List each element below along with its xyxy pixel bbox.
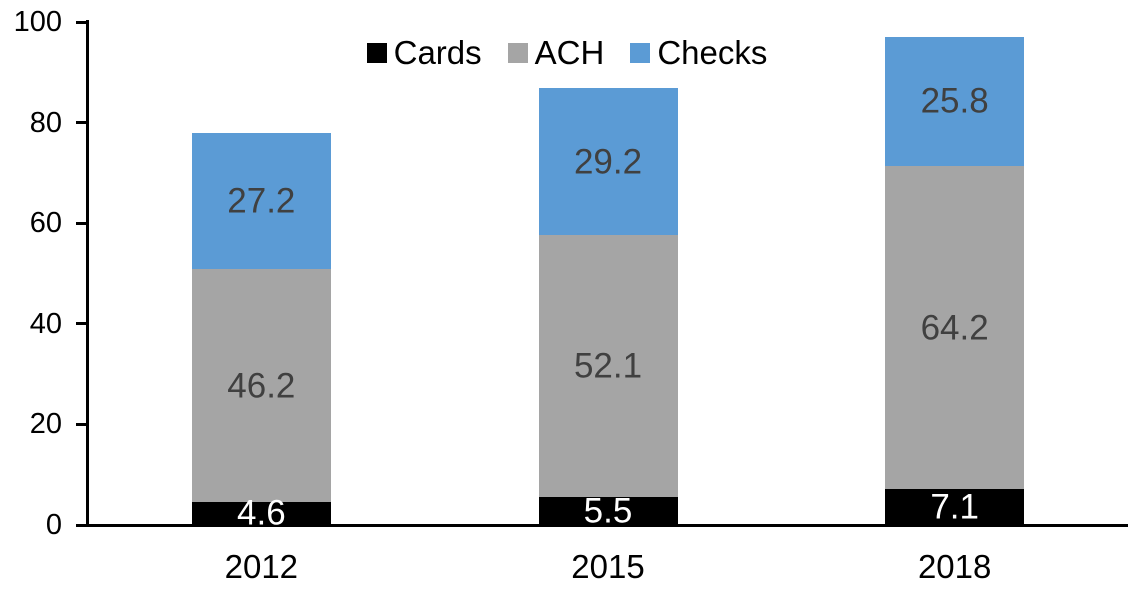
bar-segment-cards-2015: [538, 497, 678, 525]
chart-legend: Cards ACH Checks: [0, 36, 1134, 69]
bar-segment-checks-2018: [885, 36, 1025, 167]
y-tick-mark: [76, 221, 88, 225]
legend-item-cards: Cards: [366, 34, 482, 71]
legend-item-checks: Checks: [630, 36, 767, 69]
bar-value-label: 29.2: [573, 142, 643, 182]
y-tick-mark: [76, 121, 88, 125]
bar-value-label: 7.1: [930, 487, 979, 527]
bar-value-label: 27.2: [227, 181, 296, 221]
y-tick-label: 60: [29, 207, 62, 240]
legend-swatch-ach-icon: [507, 42, 528, 63]
legend-label-ach: ACH: [534, 34, 605, 71]
bar-value-label: 5.5: [583, 491, 633, 531]
bar-value-label: 25.8: [920, 81, 989, 121]
bar-segment-ach-2015: [538, 235, 678, 498]
bar-segment-ach-2012: [191, 269, 331, 502]
x-axis-line: [76, 524, 1128, 527]
bar-value-label: 64.2: [920, 308, 989, 348]
y-axis-line: [86, 20, 89, 527]
y-tick-mark: [76, 523, 88, 527]
bar-segment-checks-2015: [538, 88, 678, 236]
y-tick-label: 40: [29, 307, 62, 340]
x-category-label: 2012: [224, 548, 299, 585]
y-tick-label: 0: [45, 509, 62, 541]
x-category-label: 2015: [571, 548, 645, 585]
y-tick-label: 80: [29, 106, 62, 139]
bar-value-label: 46.2: [227, 366, 296, 406]
y-tick-mark: [76, 20, 88, 24]
legend-swatch-checks-icon: [630, 42, 651, 63]
legend-swatch-cards-icon: [366, 42, 387, 63]
y-tick-mark: [76, 422, 88, 426]
legend-label-checks: Checks: [657, 34, 768, 71]
bar-segment-cards-2018: [885, 489, 1025, 525]
bar-segment-ach-2018: [885, 166, 1025, 490]
bar-segment-checks-2012: [191, 132, 331, 270]
y-tick-mark: [76, 322, 88, 326]
legend-item-ach: ACH: [507, 34, 605, 71]
legend-label-cards: Cards: [393, 34, 482, 71]
y-tick-label: 100: [13, 6, 62, 38]
bar-value-label: 4.6: [237, 493, 286, 533]
y-tick-label: 20: [29, 408, 62, 441]
x-category-label: 2018: [917, 548, 992, 585]
bar-segment-cards-2012: [191, 501, 331, 525]
bar-value-label: 52.1: [573, 346, 643, 386]
